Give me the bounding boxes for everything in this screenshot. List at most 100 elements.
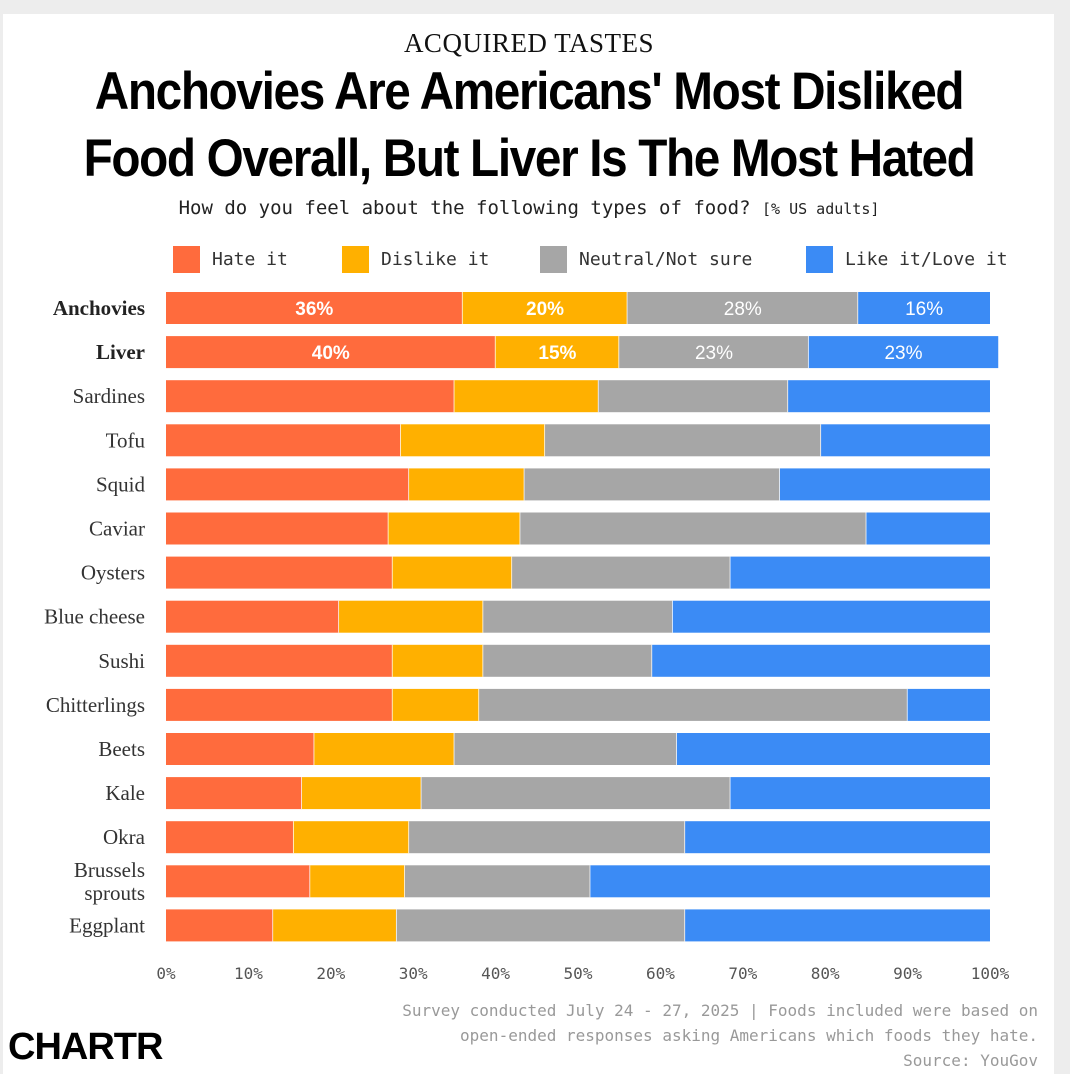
bar-eggplant-hate (166, 909, 274, 942)
x-tick-label: 90% (893, 964, 922, 983)
data-label-liver-like: 23% (884, 343, 922, 364)
bar-brussels-sprouts-hate (166, 865, 311, 898)
category-label-beets: Beets (98, 737, 145, 761)
legend-swatch-like (806, 245, 833, 273)
legend-item-like: Like it/Love it (806, 244, 1008, 274)
bar-brussels-sprouts-neutral (404, 865, 591, 898)
category-label-blue-cheese: Blue cheese (44, 605, 145, 629)
bar-kale-hate (166, 777, 302, 810)
footnote-line-1: Survey conducted July 24 - 27, 2025 | Fo… (402, 1001, 1038, 1020)
legend-label-like: Like it/Love it (845, 248, 1008, 270)
bar-okra-like (685, 821, 990, 854)
bar-okra-dislike (293, 821, 410, 854)
x-tick-label: 40% (481, 964, 510, 983)
category-label-sardines: Sardines (73, 384, 145, 408)
category-label-line: Okra (103, 825, 146, 849)
data-label-anchovies-dislike: 20% (526, 299, 564, 320)
bar-anchovies-dislike (462, 292, 628, 324)
bar-liver-dislike (495, 336, 620, 369)
bar-sardines-dislike (454, 380, 599, 413)
bar-oysters-like (730, 556, 990, 589)
bar-sardines-neutral (598, 380, 789, 413)
bar-brussels-sprouts-dislike (310, 865, 405, 898)
bar-beets-hate (166, 733, 315, 765)
bar-blue-cheese-dislike (339, 600, 484, 633)
bar-beets-like (676, 733, 990, 765)
bar-tofu-neutral (545, 424, 822, 457)
bar-chitterlings-hate (166, 688, 393, 721)
category-label-line: Eggplant (69, 913, 145, 937)
category-label-liver: Liver (96, 340, 145, 364)
bar-anchovies-like (858, 292, 990, 324)
x-tick-label: 100% (971, 964, 1010, 983)
bar-blue-cheese-like (672, 600, 990, 633)
data-label-anchovies-hate: 36% (295, 299, 333, 320)
bar-tofu-dislike (400, 424, 546, 457)
bar-eggplant-dislike (273, 909, 397, 942)
category-label-line: sprouts (84, 881, 145, 905)
category-label-sushi: Sushi (98, 649, 145, 673)
x-tick-label: 80% (811, 964, 840, 983)
bar-squid-hate (166, 468, 410, 501)
bar-oysters-neutral (512, 556, 731, 589)
bar-beets-dislike (314, 733, 455, 765)
x-tick-label: 20% (316, 964, 345, 983)
legend-label-dislike: Dislike it (381, 248, 490, 270)
data-label-anchovies-neutral: 28% (724, 299, 762, 320)
bar-chitterlings-like (907, 688, 990, 721)
chart-title: Anchovies Are Americans' Most Disliked F… (53, 58, 1005, 192)
bar-caviar-neutral (520, 512, 867, 545)
bar-okra-neutral (409, 821, 686, 854)
category-label-tofu: Tofu (106, 428, 146, 452)
bar-liver-like (808, 336, 999, 369)
legend-label-hate: Hate it (212, 248, 288, 270)
bar-okra-hate (166, 821, 294, 854)
bar-tofu-like (821, 424, 990, 457)
category-label-line: Chitterlings (46, 693, 145, 717)
bar-squid-dislike (409, 468, 525, 501)
data-label-liver-neutral: 23% (695, 343, 733, 364)
bar-anchovies-neutral (627, 292, 859, 324)
legend-item-dislike: Dislike it (342, 244, 489, 274)
bar-blue-cheese-neutral (483, 600, 673, 633)
category-label-line: Squid (96, 472, 146, 496)
bar-squid-like (779, 468, 990, 501)
bar-tofu-hate (166, 424, 401, 457)
bar-caviar-dislike (388, 512, 521, 545)
footnote-line-3: Source: YouGov (903, 1051, 1038, 1070)
chartr-logo: CHARTR (8, 1026, 163, 1068)
footnote-line-2: open-ended responses asking Americans wh… (460, 1026, 1038, 1045)
chart-subtitle: How do you feel about the following type… (0, 197, 1058, 219)
category-label-okra: Okra (103, 825, 146, 849)
bar-liver-neutral (619, 336, 809, 369)
data-label-anchovies-like: 16% (905, 299, 943, 320)
category-label-line: Kale (105, 781, 145, 805)
legend-swatch-dislike (342, 245, 369, 273)
category-label-eggplant: Eggplant (69, 913, 145, 937)
bar-brussels-sprouts-like (590, 865, 990, 898)
bar-squid-neutral (524, 468, 780, 501)
data-label-liver-hate: 40% (312, 343, 350, 364)
category-label-line: Sardines (73, 384, 145, 408)
legend-label-neutral: Neutral/Not sure (579, 248, 753, 270)
bar-beets-neutral (454, 733, 677, 765)
kicker: ACQUIRED TASTES (403, 28, 655, 58)
category-label-line: Sushi (98, 649, 145, 673)
bar-sardines-like (788, 380, 990, 413)
subtitle-unit: [% US adults] (762, 200, 880, 218)
category-label-line: Oysters (81, 561, 145, 585)
bar-chitterlings-neutral (479, 688, 908, 721)
bar-kale-like (730, 777, 990, 810)
bar-sushi-hate (166, 644, 393, 677)
legend-swatch-neutral (540, 245, 567, 273)
data-label-liver-dislike: 15% (538, 343, 576, 364)
bar-sushi-like (652, 644, 990, 677)
bar-caviar-like (866, 512, 990, 545)
category-label-line: Liver (96, 340, 145, 364)
bar-caviar-hate (166, 512, 389, 545)
subtitle-text: How do you feel about the following type… (178, 197, 751, 219)
category-label-squid: Squid (96, 472, 146, 496)
category-label-kale: Kale (105, 781, 145, 805)
chart-title-line-2: Food Overall, But Liver Is The Most Hate… (83, 129, 976, 188)
x-tick-label: 50% (564, 964, 593, 983)
